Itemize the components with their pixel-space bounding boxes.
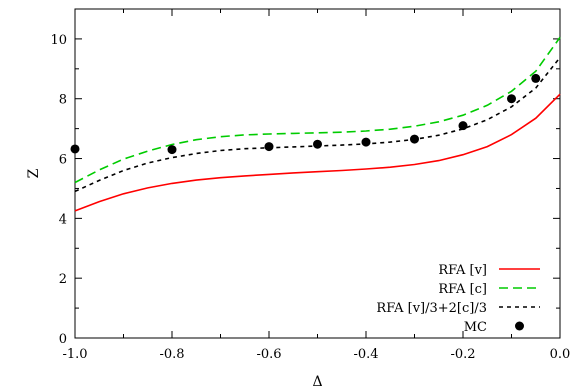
- legend-label: MC: [464, 320, 487, 335]
- mc-data-point: [410, 134, 419, 144]
- mc-data-point: [507, 94, 516, 104]
- mc-data-point: [531, 73, 541, 83]
- series-line-1: [74, 93, 561, 212]
- x-tick-label: -0.2: [450, 347, 475, 362]
- x-tick-label: -0.6: [256, 347, 281, 362]
- series-line-2: [74, 36, 561, 184]
- mc-data-point: [167, 145, 177, 155]
- mc-data-point: [70, 144, 80, 154]
- y-tick-label: 10: [50, 33, 67, 48]
- legend-label: RFA [v]: [438, 263, 487, 278]
- mc-data-point: [458, 121, 468, 131]
- series-layer: [70, 36, 561, 212]
- mc-data-point: [361, 137, 371, 147]
- legend-label: RFA [c]: [438, 282, 487, 297]
- x-tick-label: -0.8: [159, 347, 184, 362]
- y-tick-label: 2: [59, 272, 67, 287]
- y-tick-label: 8: [59, 93, 67, 108]
- legend: RFA [v] RFA [c] RFA [v]/3+2[c]/3 MC: [376, 263, 540, 335]
- plot-frame: [74, 8, 561, 339]
- x-axis-label: Δ: [312, 374, 322, 390]
- y-tick-label: 0: [59, 332, 67, 347]
- x-tick-label: -1.0: [62, 347, 87, 362]
- y-axis-label: Z: [26, 168, 42, 178]
- legend-label: RFA [v]/3+2[c]/3: [376, 301, 487, 316]
- x-tick-label: -0.4: [353, 347, 378, 362]
- y-tick-label: 4: [59, 212, 67, 227]
- y-tick-label: 6: [59, 153, 67, 168]
- mc-data-point: [313, 139, 322, 149]
- legend-marker: [515, 321, 524, 331]
- axes: [74, 8, 561, 339]
- mc-data-point: [264, 142, 274, 152]
- x-tick-label: 0.0: [550, 347, 571, 362]
- ticks: -1.0 -0.8 -0.6 -0.4 -0.2 0.0 0 2 4 6 8 10: [50, 9, 570, 362]
